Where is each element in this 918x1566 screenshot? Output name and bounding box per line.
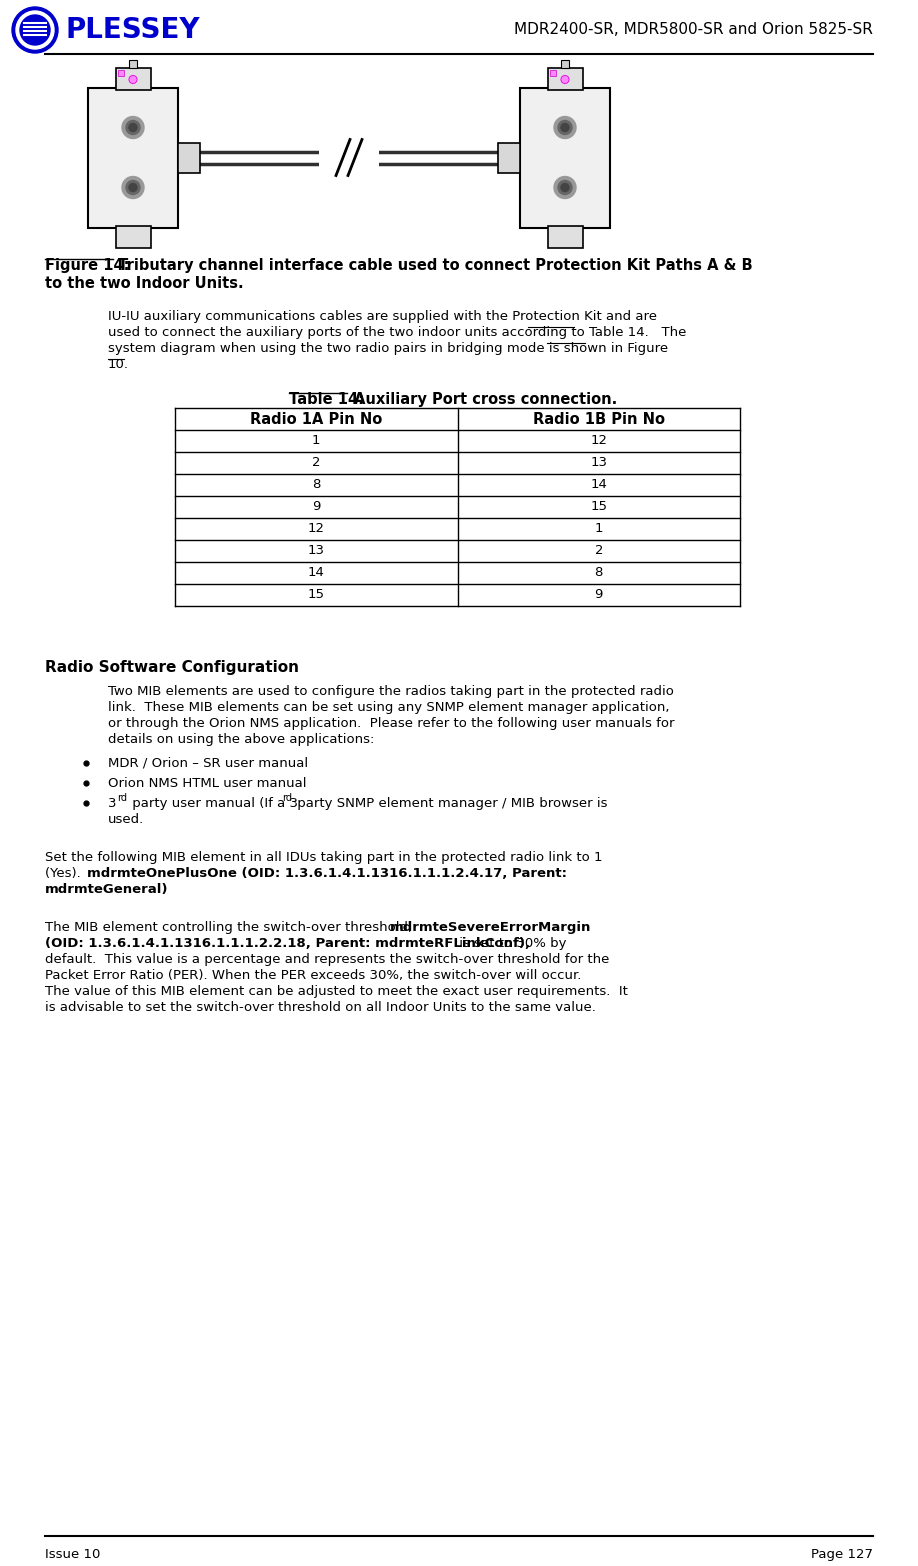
Text: 2: 2 [595,545,603,557]
Text: party user manual (If a 3: party user manual (If a 3 [128,797,298,810]
Text: Auxiliary Port cross connection.: Auxiliary Port cross connection. [349,392,617,407]
FancyBboxPatch shape [498,143,520,172]
Circle shape [554,177,576,199]
Text: 9: 9 [312,501,320,514]
Text: (Yes).: (Yes). [45,868,85,880]
Circle shape [558,180,572,194]
Text: Packet Error Ratio (PER). When the PER exceeds 30%, the switch-over will occur.: Packet Error Ratio (PER). When the PER e… [45,969,581,982]
Text: link.  These MIB elements can be set using any SNMP element manager application,: link. These MIB elements can be set usin… [108,702,669,714]
Text: Table 14:: Table 14: [289,392,364,407]
Text: Page 127: Page 127 [811,1549,873,1561]
Text: system diagram when using the two radio pairs in bridging mode is shown in Figur: system diagram when using the two radio … [108,341,668,355]
Text: MDR2400-SR, MDR5800-SR and Orion 5825-SR: MDR2400-SR, MDR5800-SR and Orion 5825-SR [514,22,873,38]
Text: 10.: 10. [108,359,129,371]
Text: party SNMP element manager / MIB browser is: party SNMP element manager / MIB browser… [293,797,608,810]
Circle shape [126,180,140,194]
Text: rd: rd [282,792,292,803]
Text: Two MIB elements are used to configure the radios taking part in the protected r: Two MIB elements are used to configure t… [108,684,674,698]
FancyBboxPatch shape [547,226,583,247]
Text: 9: 9 [595,589,603,601]
Text: details on using the above applications:: details on using the above applications: [108,733,375,745]
Text: The MIB element controlling the switch-over threshold,: The MIB element controlling the switch-o… [45,921,417,933]
FancyBboxPatch shape [118,69,124,75]
Text: 1: 1 [595,523,603,536]
Text: 3: 3 [108,797,117,810]
FancyBboxPatch shape [319,138,379,177]
Text: Set the following MIB element in all IDUs taking part in the protected radio lin: Set the following MIB element in all IDU… [45,850,602,864]
Text: 14: 14 [308,567,325,579]
Text: Radio Software Configuration: Radio Software Configuration [45,659,299,675]
Text: 12: 12 [308,523,325,536]
FancyBboxPatch shape [520,88,610,227]
Text: used.: used. [108,813,144,825]
Text: PLESSEY: PLESSEY [66,16,201,44]
Circle shape [122,116,144,138]
FancyBboxPatch shape [178,143,200,172]
FancyBboxPatch shape [88,88,178,227]
Circle shape [554,116,576,138]
FancyBboxPatch shape [547,67,583,89]
FancyBboxPatch shape [550,69,555,75]
Text: 15: 15 [308,589,325,601]
Circle shape [129,183,137,191]
Text: MDR / Orion – SR user manual: MDR / Orion – SR user manual [108,756,308,770]
Text: 12: 12 [590,434,607,448]
FancyBboxPatch shape [116,67,151,89]
Circle shape [16,11,54,49]
Text: Orion NMS HTML user manual: Orion NMS HTML user manual [108,777,307,789]
Text: 14: 14 [590,479,607,492]
Text: 15: 15 [590,501,607,514]
Text: 8: 8 [312,479,320,492]
Circle shape [12,6,58,53]
Text: IU-IU auxiliary communications cables are supplied with the Protection Kit and a: IU-IU auxiliary communications cables ar… [108,310,657,323]
Circle shape [561,75,569,83]
Circle shape [20,16,50,45]
Circle shape [129,75,137,83]
Text: Radio 1A Pin No: Radio 1A Pin No [250,412,383,426]
Circle shape [129,124,137,132]
FancyBboxPatch shape [129,60,137,67]
Text: is set to 30% by: is set to 30% by [455,936,566,951]
Text: is advisable to set the switch-over threshold on all Indoor Units to the same va: is advisable to set the switch-over thre… [45,1001,596,1015]
Text: default.  This value is a percentage and represents the switch-over threshold fo: default. This value is a percentage and … [45,954,610,966]
Text: 13: 13 [308,545,325,557]
Text: Tributary channel interface cable used to connect Protection Kit Paths A & B: Tributary channel interface cable used t… [113,258,753,272]
Text: to the two Indoor Units.: to the two Indoor Units. [45,276,243,291]
Text: Issue 10: Issue 10 [45,1549,100,1561]
Text: The value of this MIB element can be adjusted to meet the exact user requirement: The value of this MIB element can be adj… [45,985,628,998]
Circle shape [561,183,569,191]
Text: or through the Orion NMS application.  Please refer to the following user manual: or through the Orion NMS application. Pl… [108,717,675,730]
FancyBboxPatch shape [561,60,568,67]
Text: 2: 2 [312,457,320,470]
Circle shape [126,121,140,135]
Text: 8: 8 [595,567,603,579]
Text: mdrmteSevereErrorMargin: mdrmteSevereErrorMargin [390,921,591,933]
Text: (OID: 1.3.6.1.4.1.1316.1.1.1.2.2.18, Parent: mdrmteRFLinkConf),: (OID: 1.3.6.1.4.1.1316.1.1.1.2.2.18, Par… [45,936,530,951]
Text: 1: 1 [312,434,320,448]
Text: Radio 1B Pin No: Radio 1B Pin No [532,412,665,426]
Text: Figure 14:: Figure 14: [45,258,129,272]
FancyBboxPatch shape [116,226,151,247]
Text: 13: 13 [590,457,607,470]
Circle shape [561,124,569,132]
Text: mdrmteOnePlusOne (OID: 1.3.6.1.4.1.1316.1.1.1.2.4.17, Parent:: mdrmteOnePlusOne (OID: 1.3.6.1.4.1.1316.… [87,868,567,880]
Circle shape [122,177,144,199]
Text: rd: rd [117,792,127,803]
Text: used to connect the auxiliary ports of the two indoor units according to Table 1: used to connect the auxiliary ports of t… [108,326,687,338]
Circle shape [558,121,572,135]
Text: mdrmteGeneral): mdrmteGeneral) [45,883,169,896]
